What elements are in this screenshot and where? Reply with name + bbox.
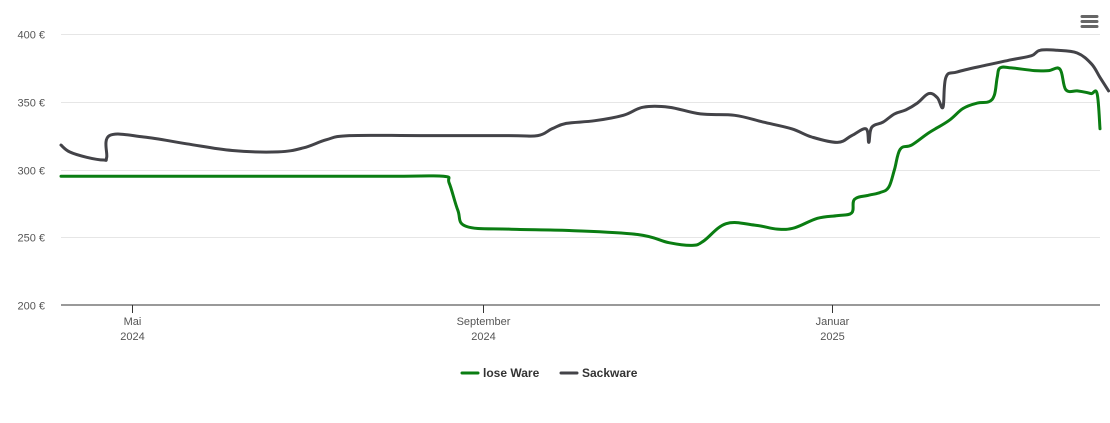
y-tick-label: 350 € xyxy=(17,98,45,110)
x-tick-label-year: 2025 xyxy=(820,331,844,343)
legend-label: Sackware xyxy=(582,366,638,380)
y-tick-label: 300 € xyxy=(17,166,45,178)
y-tick-label: 400 € xyxy=(17,30,45,42)
gridlines xyxy=(61,34,1100,238)
y-axis: 200 € 250 € 300 € 350 € 400 € xyxy=(17,30,45,313)
legend-item-sackware[interactable]: Sackware xyxy=(559,366,638,380)
chart-menu-button[interactable] xyxy=(1076,10,1102,34)
series-line-sackware[interactable] xyxy=(59,48,1110,162)
legend-item-lose-ware[interactable]: lose Ware xyxy=(460,366,540,380)
hamburger-menu-icon xyxy=(1080,15,1099,28)
legend: lose Ware Sackware xyxy=(460,366,638,380)
series-lines xyxy=(59,48,1110,247)
y-tick-label: 200 € xyxy=(17,301,45,313)
x-tick-label-month: Januar xyxy=(816,316,850,328)
x-tick-label-year: 2024 xyxy=(471,331,495,343)
y-tick-label: 250 € xyxy=(17,233,45,245)
x-axis: Mai 2024 September 2024 Januar 2025 xyxy=(120,305,850,343)
x-tick-label-month: Mai xyxy=(124,316,142,328)
x-tick-label-month: September xyxy=(457,316,511,328)
x-tick-label-year: 2024 xyxy=(120,331,144,343)
series-line-lose-ware[interactable] xyxy=(59,65,1102,247)
legend-label: lose Ware xyxy=(483,366,540,380)
